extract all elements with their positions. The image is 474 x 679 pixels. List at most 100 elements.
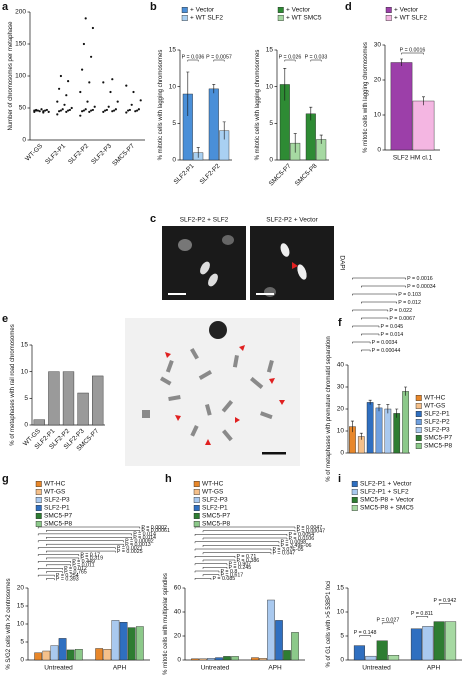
y-tick-label: 5 (24, 395, 28, 402)
legend-label: + WT SLF2 (394, 15, 427, 22)
p-value: P = 0.0025 (117, 549, 143, 555)
p-value: P = 0.319 (80, 556, 103, 562)
p-value: P = 0.8 (221, 569, 238, 575)
data-dot (61, 108, 64, 111)
legend-swatch (193, 497, 200, 503)
legend-label: SMC5-P7 (424, 435, 453, 442)
legend-swatch (35, 505, 42, 511)
bracket (37, 574, 55, 577)
legend-label: SLF2-P1 + SLF2 (360, 489, 409, 496)
y-tick-label: 0 (24, 422, 28, 429)
y-tick-label: 200 (15, 9, 26, 16)
legend-swatch (385, 6, 392, 13)
p-value: P = 0.0016 (400, 48, 426, 54)
x-tick-label: Untreated (44, 665, 73, 672)
p-value: P = 0.00044 (372, 348, 401, 354)
x-tick-label: SLF2-P2 (199, 162, 222, 185)
p-value: P = 0.0013 (125, 542, 151, 548)
bar (92, 375, 104, 426)
data-dot (91, 108, 94, 112)
data-dot (93, 105, 96, 108)
bracket (202, 567, 228, 569)
bar (353, 645, 365, 661)
error-bar (350, 420, 354, 433)
data-dot (105, 108, 108, 112)
bracket (194, 526, 296, 529)
data-dot (58, 87, 61, 90)
error-bar (293, 133, 297, 153)
p-value: P = 0.0067 (389, 316, 415, 322)
bracket (361, 317, 389, 320)
error-bar (400, 58, 403, 66)
p-value: P = 0.17 (80, 552, 100, 558)
p-value: P = 0.71 (237, 554, 257, 560)
bracket (361, 301, 397, 304)
legend-swatch (385, 14, 392, 21)
p-value: P = 0.014 (133, 535, 156, 541)
legend-swatch (181, 14, 188, 21)
bar (251, 657, 259, 661)
panel-letter: e (2, 313, 8, 325)
y-tick-label: 0 (177, 657, 181, 664)
bar (390, 62, 413, 151)
y-axis-label: % mitotic cells with multipolar spindles (163, 573, 169, 675)
data-dot (113, 109, 116, 112)
legend-swatch (193, 489, 200, 495)
y-tick-label: 20 (174, 633, 182, 640)
error-bar (395, 408, 399, 418)
bar (393, 413, 401, 454)
y-tick-label: 50 (19, 105, 27, 112)
data-dot (45, 108, 49, 112)
data-dot (111, 78, 114, 81)
data-dot (67, 109, 70, 112)
data-dot (137, 108, 140, 111)
bar (48, 371, 60, 426)
y-tick-label: 150 (15, 41, 26, 48)
x-tick-label: SMC5-P7 (111, 142, 136, 167)
bar (199, 658, 207, 661)
image-title: SLF2-P2 + Vector (266, 217, 318, 224)
micrograph-c (162, 226, 334, 300)
error-bar (386, 404, 390, 414)
legend-swatch (351, 481, 358, 487)
y-tick-label: 15 (169, 47, 177, 54)
bar (42, 650, 51, 661)
p-value: P = 0.00034 (407, 284, 436, 290)
y-axis-label: % mitotic cells with lagging chromosomes (363, 42, 369, 153)
bracket (401, 52, 424, 55)
y-tick-label: 0 (377, 147, 381, 154)
bar (376, 640, 388, 661)
y-tick-label: 60 (174, 585, 182, 592)
legend-label: + Vector (190, 7, 215, 14)
data-dot (81, 110, 84, 113)
legend-swatch (277, 6, 284, 13)
y-tick-label: 20 (337, 406, 345, 413)
legend-label: WT-GS (424, 403, 446, 410)
bar (34, 652, 43, 661)
bracket (194, 570, 220, 573)
bracket (202, 559, 236, 562)
p-value: P = 0.012 (64, 566, 87, 572)
legend-label: SMC5-P8 (424, 443, 453, 450)
bar (95, 648, 104, 661)
legend-label: WT-GS (202, 489, 224, 496)
y-tick-label: 10 (374, 112, 382, 119)
p-value: P = 0.085 (213, 576, 236, 582)
bracket (352, 341, 371, 344)
legend-swatch (35, 497, 42, 503)
data-dot (114, 108, 117, 111)
bar (231, 656, 239, 661)
y-tick-label: 0 (172, 157, 176, 164)
bar (111, 620, 120, 661)
bar (77, 392, 89, 426)
bar (58, 638, 67, 661)
bracket (46, 537, 132, 539)
p-value: P = 0.386 (237, 558, 260, 564)
y-tick-label: 10 (17, 621, 25, 628)
legend-label: SLF2-P3 (202, 497, 228, 504)
p-value: P = 0.0057 (206, 55, 232, 61)
legend-label: + Vector (286, 7, 311, 14)
legend-swatch (415, 411, 422, 417)
p-value: P = 0.014 (381, 332, 404, 338)
bar (74, 649, 83, 661)
